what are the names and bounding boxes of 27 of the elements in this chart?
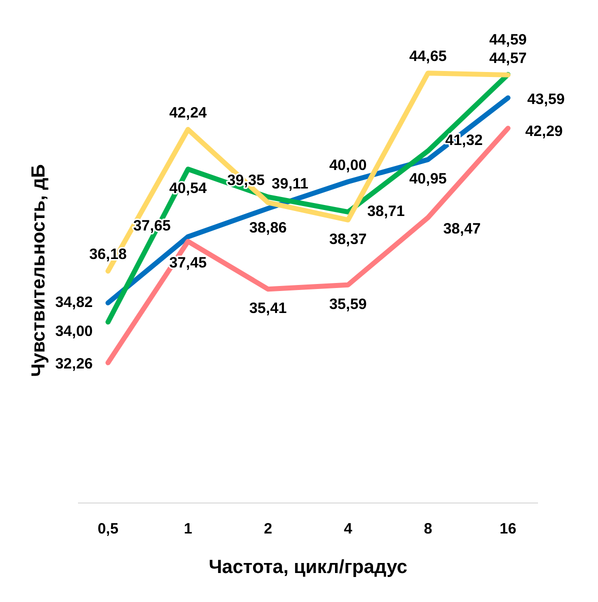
x-tick-label: 8	[424, 520, 432, 538]
data-label: 44,65	[409, 48, 447, 66]
x-tick-label: 4	[344, 520, 353, 538]
data-label: 34,00	[55, 323, 93, 340]
data-label: 38,86	[249, 219, 287, 236]
data-label: 44,57	[489, 50, 527, 67]
data-label: 40,00	[329, 156, 367, 174]
x-axis-title: Частота, цикл/градус	[208, 557, 408, 578]
y-axis-title: Чувствительность, дБ	[28, 164, 50, 377]
x-tick-label: 0,5	[98, 520, 118, 538]
data-label: 37,45	[169, 254, 207, 272]
x-tick-label: 16	[500, 520, 516, 538]
data-label: 35,59	[329, 296, 367, 313]
data-label: 35,41	[249, 300, 287, 318]
data-label: 42,24	[169, 104, 208, 122]
data-label: 42,29	[525, 123, 563, 140]
data-label: 32,26	[55, 356, 93, 373]
x-tick-label: 1	[184, 520, 192, 538]
x-tick-label: 2	[264, 520, 272, 538]
data-label: 43,59	[527, 90, 565, 108]
data-label: 40,95	[409, 170, 447, 188]
data-label: 44,59	[489, 31, 527, 48]
data-label: 38,47	[443, 220, 481, 238]
data-label: 34,82	[55, 294, 93, 311]
data-label: 38,37	[329, 230, 367, 248]
data-label: 39,11	[272, 176, 308, 193]
data-label: 38,71	[367, 202, 405, 220]
